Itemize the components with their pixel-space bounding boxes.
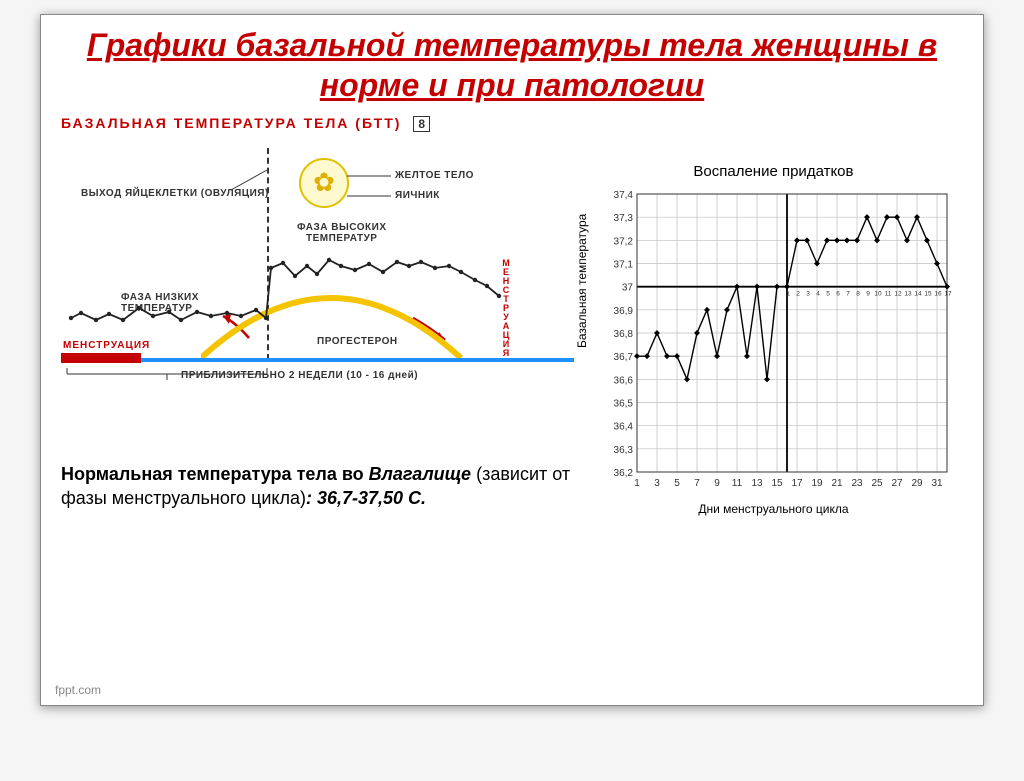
svg-text:36,2: 36,2 xyxy=(614,468,634,479)
svg-text:12: 12 xyxy=(895,291,903,298)
svg-text:5: 5 xyxy=(675,478,681,489)
svg-text:5: 5 xyxy=(827,291,831,298)
svg-text:13: 13 xyxy=(752,478,764,489)
right-chart-title: Воспаление придатков xyxy=(584,163,963,180)
svg-text:14: 14 xyxy=(915,291,923,298)
svg-text:37,3: 37,3 xyxy=(614,213,634,224)
body-text-bold1: Нормальная температура тела во xyxy=(61,464,369,484)
svg-text:21: 21 xyxy=(832,478,844,489)
svg-text:36,3: 36,3 xyxy=(614,445,634,456)
svg-text:16: 16 xyxy=(935,291,943,298)
btt-box-number: 8 xyxy=(413,116,430,132)
svg-text:10: 10 xyxy=(875,291,883,298)
svg-text:17: 17 xyxy=(945,291,953,298)
body-text-italic1: Влагалище xyxy=(369,464,471,484)
svg-text:19: 19 xyxy=(812,478,824,489)
svg-text:27: 27 xyxy=(892,478,904,489)
svg-text:37,1: 37,1 xyxy=(614,260,634,271)
svg-text:36,7: 36,7 xyxy=(614,352,634,363)
menstruation-label-right: МЕНСТРУАЦИЯ xyxy=(501,258,511,357)
slide: Графики базальной температуры тела женщи… xyxy=(40,14,984,706)
svg-text:23: 23 xyxy=(852,478,864,489)
svg-text:11: 11 xyxy=(732,478,743,489)
btt-diagram: ✿ ВЫХОД ЯЙЦЕКЛЕТКИ (ОВУЛЯЦИЯ) ЖЕЛТОЕ ТЕЛ… xyxy=(61,138,574,448)
svg-text:25: 25 xyxy=(872,478,884,489)
source-watermark: fppt.com xyxy=(55,683,101,697)
right-chart: Базальная температура 37,437,337,237,137… xyxy=(593,188,953,498)
right-chart-svg: 37,437,337,237,13736,936,836,736,636,536… xyxy=(593,188,953,498)
btt-header: БАЗАЛЬНАЯ ТЕМПЕРАТУРА ТЕЛА (БТТ) 8 xyxy=(61,115,574,132)
svg-text:15: 15 xyxy=(772,478,784,489)
right-chart-xlabel: Дни менструального цикла xyxy=(584,502,963,516)
right-panel: Воспаление придатков Базальная температу… xyxy=(584,115,963,516)
svg-text:37,2: 37,2 xyxy=(614,236,634,247)
svg-text:8: 8 xyxy=(857,291,861,298)
svg-text:11: 11 xyxy=(885,291,892,298)
svg-text:36,4: 36,4 xyxy=(614,422,634,433)
slide-title: Графики базальной температуры тела женщи… xyxy=(81,25,943,105)
svg-text:1: 1 xyxy=(787,291,791,298)
svg-text:29: 29 xyxy=(912,478,924,489)
svg-text:3: 3 xyxy=(807,291,811,298)
svg-text:3: 3 xyxy=(655,478,661,489)
svg-text:17: 17 xyxy=(792,478,804,489)
right-chart-ylabel: Базальная температура xyxy=(575,214,589,348)
svg-text:9: 9 xyxy=(867,291,871,298)
svg-text:36,9: 36,9 xyxy=(614,306,634,317)
svg-text:2: 2 xyxy=(797,291,801,298)
svg-text:37,4: 37,4 xyxy=(614,190,634,201)
menstruation-label-left: МЕНСТРУАЦИЯ xyxy=(63,340,150,351)
svg-text:7: 7 xyxy=(847,291,851,298)
body-text: Нормальная температура тела во Влагалище… xyxy=(61,462,574,511)
svg-text:36,8: 36,8 xyxy=(614,329,634,340)
btt-header-text: БАЗАЛЬНАЯ ТЕМПЕРАТУРА ТЕЛА (БТТ) xyxy=(61,115,401,131)
svg-text:13: 13 xyxy=(905,291,913,298)
left-panel: БАЗАЛЬНАЯ ТЕМПЕРАТУРА ТЕЛА (БТТ) 8 ✿ ВЫХ… xyxy=(61,115,574,516)
content-row: БАЗАЛЬНАЯ ТЕМПЕРАТУРА ТЕЛА (БТТ) 8 ✿ ВЫХ… xyxy=(61,115,963,516)
svg-text:31: 31 xyxy=(932,478,944,489)
svg-text:36,5: 36,5 xyxy=(614,399,634,410)
svg-text:7: 7 xyxy=(695,478,701,489)
svg-text:1: 1 xyxy=(635,478,641,489)
svg-text:37: 37 xyxy=(622,283,634,294)
svg-text:36,6: 36,6 xyxy=(614,375,634,386)
body-text-range: : 36,7-37,50 С. xyxy=(306,488,426,508)
svg-text:6: 6 xyxy=(837,291,841,298)
svg-text:4: 4 xyxy=(817,291,821,298)
duration-label: ПРИБЛИЗИТЕЛЬНО 2 НЕДЕЛИ (10 - 16 дней) xyxy=(181,370,418,381)
menstruation-bar xyxy=(61,353,141,363)
svg-text:9: 9 xyxy=(715,478,721,489)
svg-text:15: 15 xyxy=(925,291,933,298)
